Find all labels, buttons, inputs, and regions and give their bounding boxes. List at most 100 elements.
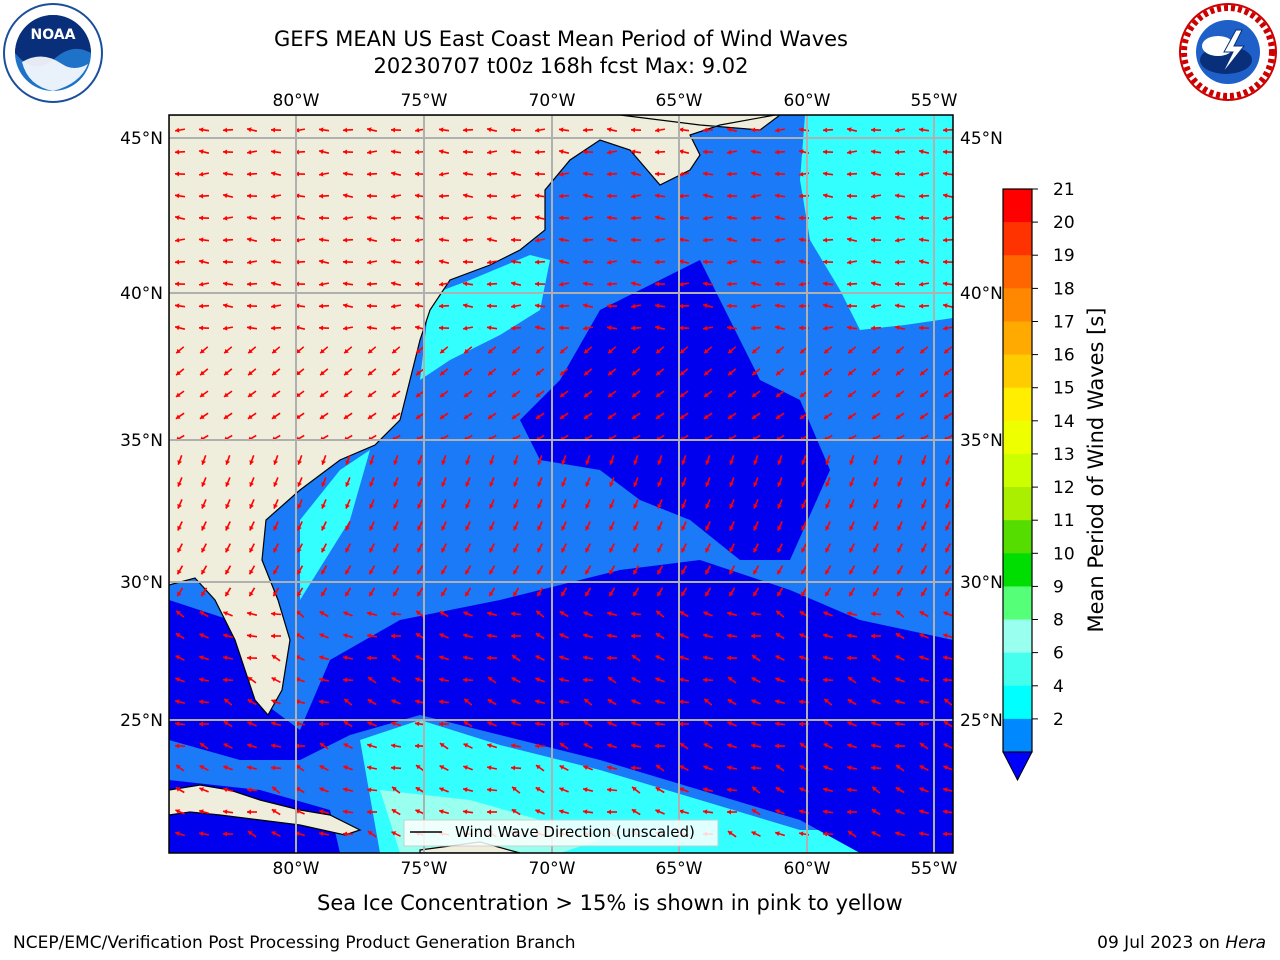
wind-arrowhead [799, 677, 804, 683]
arrow-field [174, 127, 953, 838]
wind-arrowhead [247, 215, 252, 221]
wind-arrowhead [943, 787, 948, 793]
wind-arrowhead [487, 325, 492, 331]
wind-arrowhead [561, 547, 566, 553]
wind-arrowhead [537, 503, 542, 509]
wind-arrowhead [919, 743, 925, 748]
wind-arrowhead [823, 677, 828, 683]
wind-arrowhead [823, 259, 828, 265]
wind-arrowhead [201, 525, 206, 531]
wind-arrowhead [655, 633, 661, 638]
wind-arrowhead [703, 215, 708, 221]
wind-arrowhead [584, 698, 589, 704]
wind-arrowhead [319, 831, 324, 837]
colorbar-segment [1003, 652, 1032, 687]
wind-arrowhead [415, 259, 420, 265]
wind-arrowhead [825, 569, 830, 575]
wind-arrowhead [535, 633, 541, 638]
wind-arrowhead [487, 699, 493, 704]
wind-arrowhead [655, 325, 660, 331]
wind-arrowhead [751, 171, 756, 177]
wind-arrowhead [585, 591, 590, 597]
wind-arrowhead [703, 193, 708, 199]
wind-arrowhead [247, 149, 252, 155]
wind-arrowhead [896, 765, 901, 770]
wind-arrowhead [871, 171, 876, 177]
wind-arrowhead [224, 370, 229, 376]
wind-arrowhead [681, 547, 686, 553]
wind-arrowhead [943, 765, 948, 770]
lon-label-top: 65°W [656, 91, 703, 111]
wind-arrowhead [607, 633, 612, 639]
wind-arrowhead [775, 655, 781, 660]
wind-arrowhead [705, 460, 710, 465]
wind-arrowhead [727, 699, 733, 704]
wind-arrowhead [823, 633, 828, 639]
wind-arrowhead [871, 237, 876, 243]
wind-arrowhead [416, 392, 421, 397]
colorbar-frame [1002, 188, 1033, 753]
wind-arrowhead [607, 127, 612, 133]
wind-arrowhead [247, 699, 253, 704]
wind-arrowhead [393, 591, 398, 597]
wind-arrowhead [775, 325, 780, 331]
wind-arrowhead [847, 414, 853, 419]
wind-arrowhead [249, 569, 254, 575]
wind-arrowhead [415, 127, 420, 133]
wind-arrowhead [775, 809, 781, 814]
wind-arrowhead [752, 370, 757, 376]
wind-arrowhead [439, 303, 444, 309]
wind-arrowhead [609, 547, 614, 553]
wind-arrowhead [511, 633, 515, 639]
wind-arrowhead [320, 348, 325, 354]
wind-arrowhead [271, 127, 276, 133]
wind-arrowhead [273, 503, 278, 509]
wind-arrowhead [895, 787, 901, 792]
footer-date: 09 Jul 2023 on Hera [1097, 933, 1266, 953]
wind-arrowhead [824, 370, 829, 376]
wind-arrowhead [391, 743, 396, 749]
wind-arrowhead [847, 259, 852, 265]
wind-arrowhead [561, 569, 566, 575]
wind-arrowhead [463, 809, 468, 815]
wind-arrowhead [248, 370, 253, 376]
wind-arrowhead [583, 215, 588, 221]
wind-arrowhead [199, 215, 204, 221]
wind-arrowhead [897, 591, 902, 597]
wind-arrowhead [296, 765, 301, 770]
wind-arrowhead [415, 677, 420, 682]
wind-arrowhead [583, 809, 588, 815]
wind-arrowhead [753, 503, 758, 509]
wind-arrowhead [800, 348, 805, 354]
wind-arrowhead [367, 281, 372, 287]
wind-arrowhead [609, 569, 614, 575]
wind-arrowhead [367, 414, 373, 419]
wind-arrowhead [176, 765, 181, 770]
wind-arrowhead [655, 699, 660, 705]
wind-arrowhead [271, 171, 276, 177]
wind-arrowhead [847, 171, 852, 177]
wind-arrowhead [367, 127, 372, 133]
wind-arrowhead [919, 677, 924, 683]
wind-arrowhead [944, 370, 949, 376]
wind-arrowhead [919, 633, 925, 638]
wind-arrowhead [175, 655, 181, 660]
wind-arrowhead [343, 611, 348, 616]
wind-arrowhead [703, 414, 709, 419]
wind-arrowhead [655, 281, 660, 287]
wind-arrowhead [704, 370, 709, 376]
wind-arrowhead [369, 482, 374, 487]
wind-arrowhead [439, 787, 444, 792]
wind-arrowhead [801, 547, 806, 553]
wind-arrowhead [223, 677, 228, 683]
wind-arrowhead [319, 743, 325, 748]
wind-arrowhead [679, 743, 685, 748]
wind-arrowhead [367, 721, 373, 726]
wind-arrowhead [489, 525, 494, 531]
wind-arrowhead [271, 149, 276, 155]
wind-arrowhead [799, 237, 804, 243]
wind-arrowhead [465, 482, 470, 487]
wind-arrowhead [775, 237, 780, 243]
wind-arrowhead [369, 547, 374, 553]
wind-arrowhead [535, 303, 540, 309]
